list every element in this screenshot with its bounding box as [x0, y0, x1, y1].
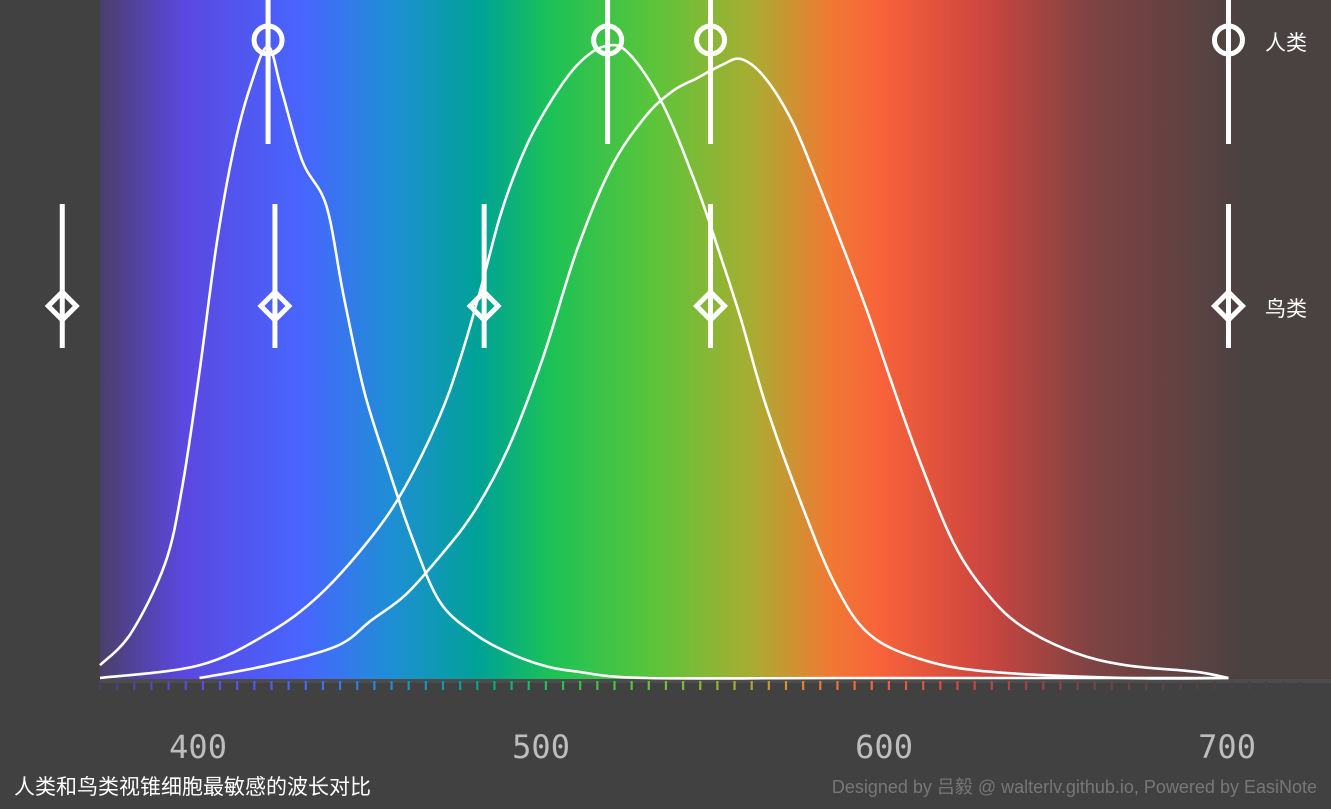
- bird-peak-marker: [44, 204, 80, 348]
- axis-baseline: [100, 679, 1331, 683]
- sensitivity-curves: [99, 43, 1229, 680]
- sensitivity-curve: [99, 45, 1229, 680]
- x-tick-label: 700: [1198, 728, 1256, 766]
- x-axis: 400 500 600 700: [98, 679, 1331, 766]
- bird-peak-marker: [466, 204, 502, 348]
- credit-text: Designed by 吕毅 @ walterlv.github.io, Pow…: [831, 777, 1317, 797]
- x-tick-label: 500: [512, 728, 570, 766]
- human-peak-marker: [1211, 0, 1245, 144]
- bird-peak-marker: [1210, 204, 1247, 348]
- human-peak-marker: [251, 0, 285, 144]
- x-tick-label: 600: [855, 728, 913, 766]
- bird-peak-marker: [693, 204, 729, 348]
- sensitivity-curve: [99, 43, 1229, 680]
- spectrum-band: [100, 0, 1331, 680]
- x-tick-label: 400: [169, 728, 227, 766]
- sensitivity-curve: [199, 57, 1229, 680]
- bird-peak-marker: [257, 204, 293, 348]
- legend-human-label: 人类: [1265, 31, 1307, 55]
- legend-bird-label: 鸟类: [1265, 297, 1307, 321]
- human-peak-marker: [591, 0, 625, 144]
- human-peak-marker: [694, 0, 728, 144]
- peak-markers: [44, 0, 1247, 348]
- figure-caption: 人类和鸟类视锥细胞最敏感的波长对比: [14, 775, 371, 799]
